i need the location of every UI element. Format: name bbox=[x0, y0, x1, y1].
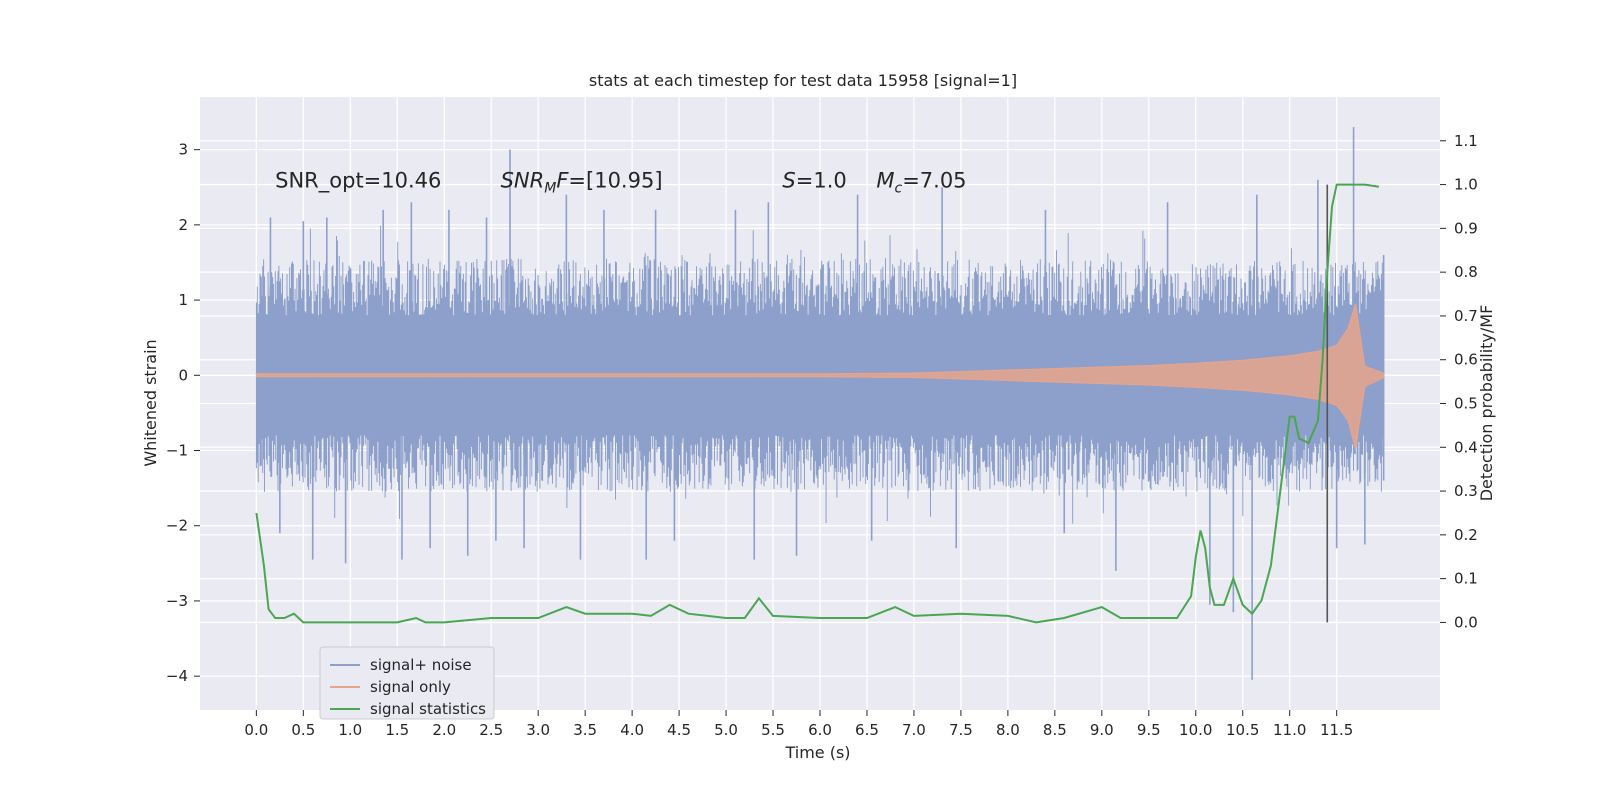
y-right-tick-label: 1.1 bbox=[1454, 132, 1478, 150]
x-tick-label: 6.0 bbox=[808, 721, 832, 739]
y-tick-label: −4 bbox=[166, 667, 188, 685]
x-axis-label: Time (s) bbox=[784, 743, 850, 762]
x-tick-label: 2.0 bbox=[432, 721, 456, 739]
x-tick-label: 9.0 bbox=[1090, 721, 1114, 739]
x-tick-label: 8.5 bbox=[1043, 721, 1067, 739]
x-tick-label: 5.0 bbox=[714, 721, 738, 739]
y-right-tick-label: 0.6 bbox=[1454, 351, 1478, 369]
x-tick-label: 8.0 bbox=[996, 721, 1020, 739]
y-right-tick-label: 0.7 bbox=[1454, 307, 1478, 325]
x-tick-label: 0.0 bbox=[244, 721, 268, 739]
annotation-mc-value: =7.05 bbox=[902, 168, 966, 192]
y-tick-label: −1 bbox=[166, 442, 188, 460]
series-layer bbox=[255, 127, 1385, 680]
x-tick-label: 11.5 bbox=[1320, 721, 1353, 739]
x-tick-label: 3.0 bbox=[526, 721, 550, 739]
x-tick-label: 11.0 bbox=[1273, 721, 1306, 739]
annotation-snr-mf-subscript: M bbox=[544, 180, 556, 196]
x-tick-label: 5.5 bbox=[761, 721, 785, 739]
y-right-tick-label: 0.9 bbox=[1454, 219, 1478, 237]
chart-title: stats at each timestep for test data 159… bbox=[589, 71, 1017, 90]
y-right-tick-label: 0.0 bbox=[1454, 613, 1478, 631]
legend-label: signal only bbox=[370, 678, 451, 696]
annotation-snr-mf: SNRMF=[10.95] bbox=[501, 168, 663, 196]
y-tick-label: −3 bbox=[166, 592, 188, 610]
annotation-s-symbol: S bbox=[782, 168, 795, 192]
legend-label: signal+ noise bbox=[370, 656, 472, 674]
legend: signal+ noise signal only signal statistic… bbox=[319, 646, 495, 720]
y-right-tick-label: 0.8 bbox=[1454, 263, 1478, 281]
x-tick-label: 1.0 bbox=[338, 721, 362, 739]
annotation-mc: Mc=7.05 bbox=[876, 168, 966, 196]
signal-statistics-line bbox=[255, 183, 1380, 624]
y-right-tick-label: 0.4 bbox=[1454, 438, 1478, 456]
y-right-tick-label: 0.3 bbox=[1454, 482, 1478, 500]
x-tick-label: 7.0 bbox=[902, 721, 926, 739]
annotations: SNR_opt=10.46 SNRMF=[10.95] S=1.0 Mc=7.05 bbox=[275, 168, 966, 196]
annotation-snr-mf-f: F bbox=[556, 168, 569, 192]
annotation-mc-subscript: c bbox=[894, 180, 902, 196]
y-tick-label: 3 bbox=[178, 141, 188, 159]
annotation-mc-base: M bbox=[876, 168, 894, 192]
x-tick-label: 10.5 bbox=[1226, 721, 1259, 739]
y-right-tick-label: 0.2 bbox=[1454, 526, 1478, 544]
y-axis-right-label: Detection probability/MF bbox=[1477, 305, 1496, 502]
annotation-s: S=1.0 bbox=[782, 168, 846, 192]
signal-only-envelope bbox=[255, 303, 1385, 450]
y-right-tick-label: 1.0 bbox=[1454, 176, 1478, 194]
y-tick-label: 1 bbox=[178, 291, 188, 309]
x-tick-label: 9.5 bbox=[1137, 721, 1161, 739]
x-tick-label: 2.5 bbox=[479, 721, 503, 739]
annotation-snr-mf-value: =[10.95] bbox=[568, 168, 662, 192]
y-right-tick-label: 0.5 bbox=[1454, 395, 1478, 413]
y-tick-label: −2 bbox=[166, 517, 188, 535]
x-tick-label: 10.0 bbox=[1179, 721, 1212, 739]
x-tick-label: 4.0 bbox=[620, 721, 644, 739]
annotation-snr-opt: SNR_opt=10.46 bbox=[275, 168, 441, 193]
annotation-snr-mf-base: SNR bbox=[501, 168, 545, 192]
y-tick-label: 2 bbox=[178, 216, 188, 234]
x-tick-label: 0.5 bbox=[291, 721, 315, 739]
x-tick-label: 3.5 bbox=[573, 721, 597, 739]
y-axis-label: Whitened strain bbox=[141, 339, 160, 466]
x-tick-label: 4.5 bbox=[667, 721, 691, 739]
x-tick-label: 6.5 bbox=[855, 721, 879, 739]
x-tick-label: 1.5 bbox=[385, 721, 409, 739]
axes-layer: 0.0 0.5 1.0 1.5 2.0 2.5 3.0 3.5 4.0 4.5 5.0 5.5 6.0 6… bbox=[166, 132, 1478, 739]
legend-label: signal statistics bbox=[370, 700, 486, 718]
legend-box bbox=[319, 646, 495, 720]
y-right-tick-label: 0.1 bbox=[1454, 570, 1478, 588]
y-tick-label: 0 bbox=[178, 366, 188, 384]
annotation-s-value: =1.0 bbox=[796, 168, 847, 192]
x-tick-label: 7.5 bbox=[949, 721, 973, 739]
